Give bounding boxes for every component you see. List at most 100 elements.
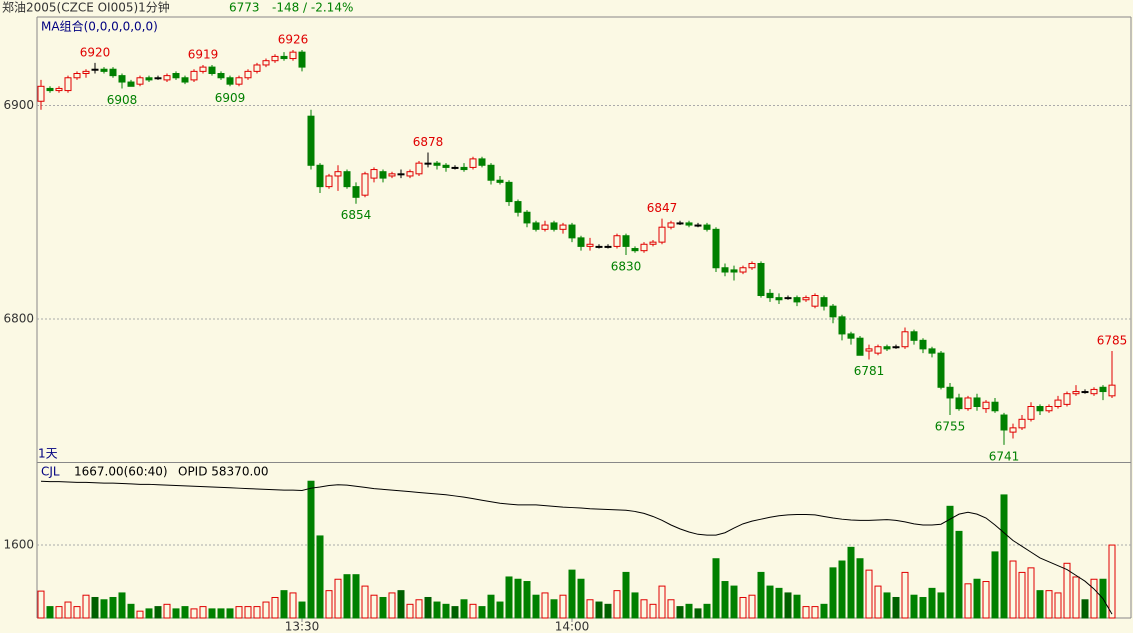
candle-body	[406, 171, 414, 177]
volume-bar	[406, 603, 414, 619]
volume-bar	[1072, 576, 1080, 619]
candle-body	[361, 173, 369, 196]
candle-body	[163, 75, 171, 81]
volume-bar	[658, 585, 666, 619]
candle-body	[145, 77, 153, 81]
volume-bar	[928, 587, 936, 619]
low-label: 6909	[215, 91, 246, 105]
x-tick-label: 14:00	[555, 620, 590, 633]
high-label: 6920	[80, 45, 111, 59]
high-label: 6919	[188, 47, 219, 61]
candle-body	[235, 77, 243, 85]
volume-bar	[883, 592, 891, 619]
volume-bar	[802, 606, 810, 619]
volume-bar	[721, 581, 729, 619]
volume-bar	[910, 594, 918, 619]
candle-body	[217, 73, 225, 79]
candle-body	[739, 267, 747, 273]
volume-bar	[172, 608, 180, 619]
candle-body	[784, 297, 792, 300]
candle-body	[856, 337, 864, 356]
volume-bar	[937, 592, 945, 619]
candle-body	[586, 243, 594, 247]
volume-bar	[1000, 494, 1008, 619]
volume-bar	[127, 603, 135, 619]
volume-bar	[100, 599, 108, 619]
candle-body	[1045, 406, 1053, 412]
volume-bar	[757, 571, 765, 619]
volume-bar	[325, 590, 333, 619]
high-label: 6847	[647, 201, 678, 215]
candle-body	[910, 331, 918, 341]
volume-bar	[388, 592, 396, 619]
volume-bar	[433, 601, 441, 619]
volume-bar	[343, 574, 351, 619]
candle-body	[541, 224, 549, 230]
volume-bar	[64, 601, 72, 619]
candle-body	[1072, 391, 1080, 395]
volume-bar	[370, 594, 378, 619]
volume-bar	[829, 567, 837, 619]
volume-bar	[289, 592, 297, 619]
y-tick-label: 6900	[3, 98, 34, 112]
volume-bar	[199, 606, 207, 619]
candle-body	[226, 77, 234, 85]
candle-body	[37, 85, 45, 102]
candle-body	[181, 77, 189, 83]
volume-bar	[1108, 544, 1116, 619]
candle-body	[1018, 418, 1026, 429]
candle-body	[550, 222, 558, 230]
volume-bar	[145, 608, 153, 619]
candle-body	[829, 305, 837, 318]
candle-body	[694, 224, 702, 227]
volume-bar	[334, 578, 342, 619]
low-label: 6741	[989, 449, 1020, 463]
title: 郑油2005(CZCE OI005)1分钟	[2, 0, 170, 15]
candle-body	[559, 224, 567, 230]
candle-body	[613, 235, 621, 247]
candle-body	[469, 158, 477, 168]
candle-body	[721, 267, 729, 273]
volume-bar	[109, 596, 117, 619]
volume-bar	[604, 603, 612, 619]
volume-bar	[217, 608, 225, 619]
period-label: 1天	[38, 447, 58, 461]
volume-bar	[496, 601, 504, 619]
volume-bar	[577, 578, 585, 619]
candle-body	[154, 77, 162, 80]
volume-bar	[631, 592, 639, 619]
low-label: 6781	[854, 364, 885, 378]
candle-body	[280, 55, 288, 60]
candle-body	[577, 237, 585, 247]
volume-bar	[460, 599, 468, 619]
candle-body	[91, 68, 99, 71]
candle-body	[667, 222, 675, 228]
volume-bar	[640, 599, 648, 619]
volume-bar	[235, 606, 243, 619]
candle-body	[901, 331, 909, 348]
y-tick-label: 1600	[3, 538, 34, 552]
volume-bar	[1027, 567, 1035, 619]
candle-body	[883, 346, 891, 350]
candle-body	[298, 51, 306, 68]
candle-body	[118, 75, 126, 83]
volume-bar	[523, 581, 531, 619]
volume-bar	[451, 606, 459, 619]
volume-label: CJL	[41, 465, 60, 479]
candle-body	[109, 68, 117, 77]
volume-bar	[901, 571, 909, 619]
candle-body	[631, 248, 639, 252]
volume-bar	[298, 601, 306, 619]
volume-bar	[1045, 590, 1053, 619]
volume-bar	[550, 599, 558, 619]
volume-bar	[559, 594, 567, 619]
candle-body	[73, 73, 81, 79]
volume-bar	[397, 590, 405, 619]
candle-body	[982, 401, 990, 410]
candle-body	[397, 173, 405, 176]
candle-body	[325, 175, 333, 188]
candle-body	[1099, 386, 1107, 393]
candle-body	[46, 87, 54, 92]
volume-bar	[847, 546, 855, 619]
